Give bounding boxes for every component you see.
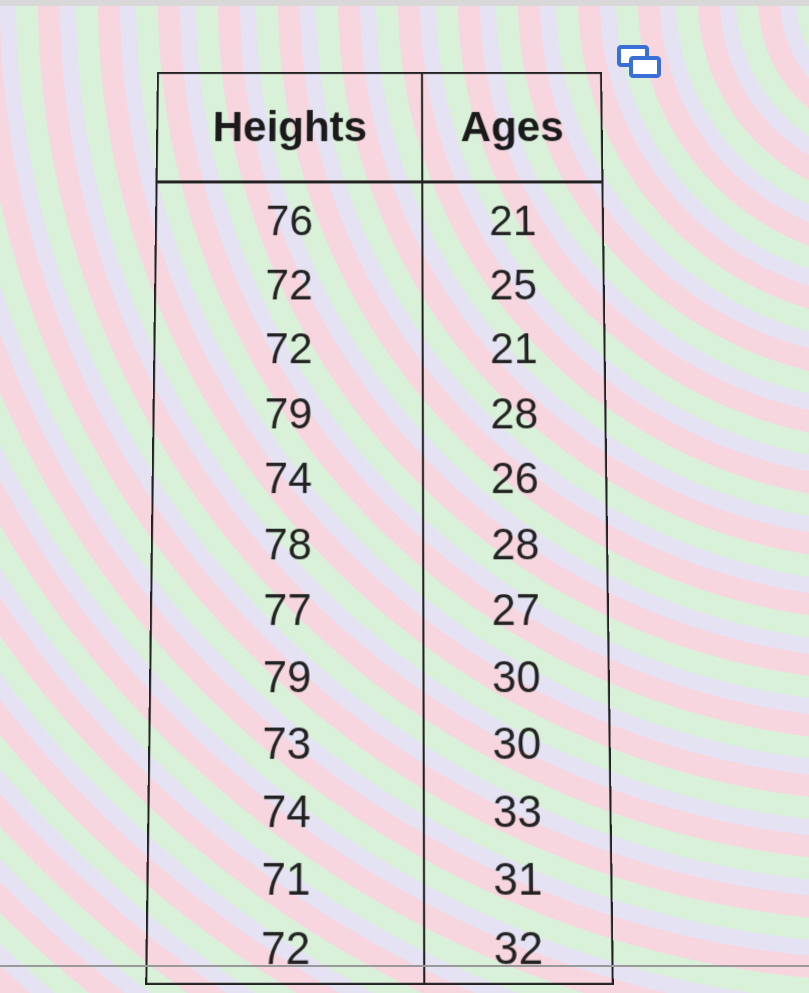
age-cell: 30	[424, 710, 610, 777]
screen-top-edge	[0, 0, 809, 6]
height-cell: 72	[146, 914, 424, 984]
table-row: 71 31	[147, 846, 612, 914]
age-cell: 28	[423, 381, 606, 446]
table-row: 79 28	[153, 381, 606, 446]
table-row: 74 33	[148, 778, 611, 846]
column-header-ages: Ages	[422, 73, 602, 182]
column-header-heights: Heights	[157, 73, 423, 182]
height-cell: 71	[147, 846, 424, 914]
height-cell: 74	[152, 446, 423, 511]
height-cell: 72	[155, 253, 423, 317]
height-cell: 74	[148, 778, 424, 846]
data-table: Heights Ages 76 21 72 25 72 21 79 28 74 26 78 28 77 2…	[145, 72, 614, 985]
age-cell: 26	[423, 446, 606, 511]
height-cell: 78	[151, 511, 423, 577]
height-cell: 76	[156, 182, 423, 253]
age-cell: 25	[423, 253, 604, 317]
height-cell: 79	[150, 644, 424, 711]
height-cell: 79	[153, 381, 423, 446]
table-row: 76 21	[156, 182, 604, 253]
age-cell: 31	[424, 846, 612, 914]
age-cell: 21	[423, 317, 605, 381]
table-row: 73 30	[149, 710, 610, 777]
table-row: 72 21	[154, 317, 605, 381]
age-cell: 21	[423, 182, 604, 253]
table-row: 77 27	[151, 577, 609, 643]
height-cell: 72	[154, 317, 423, 381]
table-row: 79 30	[150, 644, 609, 711]
table-row: 72 32	[146, 914, 613, 984]
height-cell: 73	[149, 710, 424, 777]
table-row: 72 25	[155, 253, 604, 317]
header-row: Heights Ages	[157, 73, 603, 182]
age-cell: 30	[424, 644, 609, 711]
table-row: 78 28	[151, 511, 607, 577]
height-cell: 77	[151, 577, 424, 643]
age-cell: 33	[424, 778, 611, 846]
age-cell: 28	[424, 511, 608, 577]
age-cell: 32	[425, 914, 613, 984]
age-cell: 27	[424, 577, 609, 643]
copy-icon[interactable]	[616, 44, 664, 80]
divider	[0, 965, 809, 967]
table-row: 74 26	[152, 446, 606, 511]
